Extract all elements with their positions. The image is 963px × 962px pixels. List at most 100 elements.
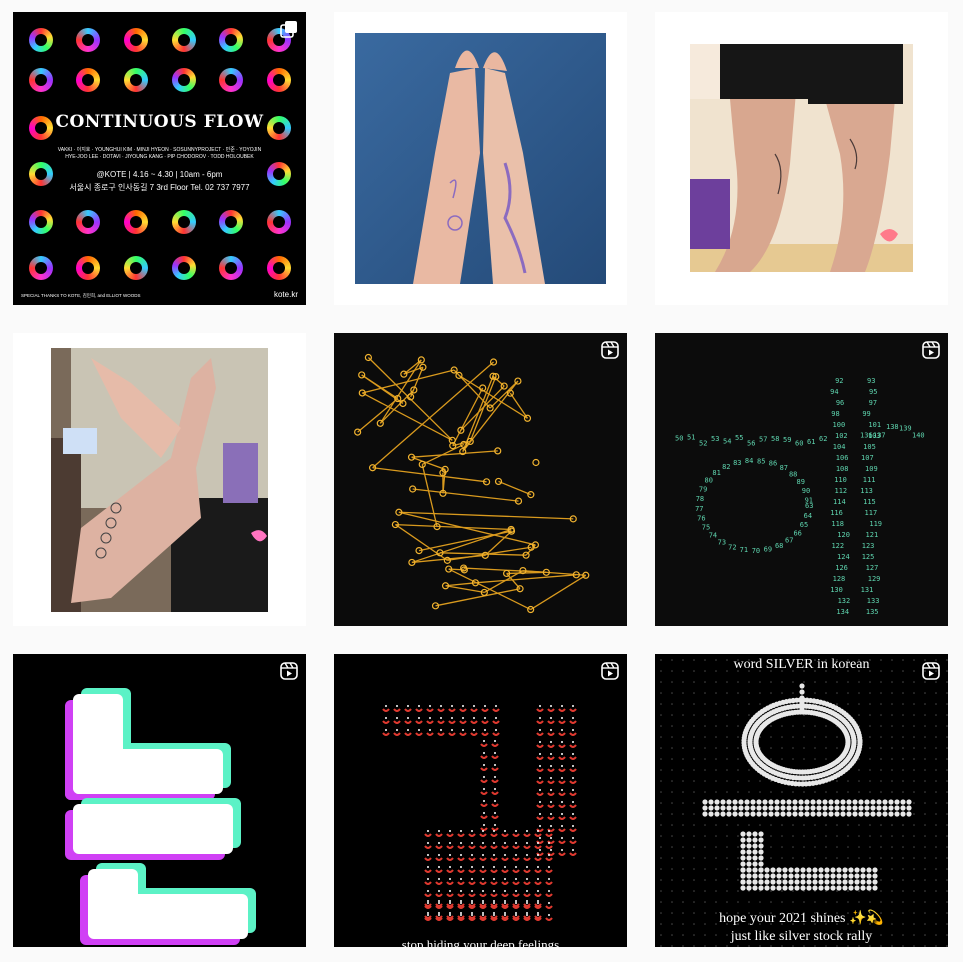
constellation-node: [408, 558, 416, 567]
red-mark: [468, 869, 476, 873]
number-glyph: 108: [836, 465, 849, 473]
silver-dot: [732, 799, 738, 805]
grid-dot: [660, 670, 662, 672]
silver-dot: [866, 867, 872, 873]
grid-dot: [704, 824, 706, 826]
grid-dot: [924, 725, 926, 727]
grid-dot: [803, 857, 805, 859]
white-dot: [483, 764, 485, 766]
grid-dot: [704, 780, 706, 782]
grid-dot: [858, 824, 860, 826]
silver-dot: [852, 805, 858, 811]
number-glyph: 117: [865, 509, 878, 517]
silver-dot: [816, 799, 822, 805]
red-mark: [490, 915, 498, 919]
silver-dot: [782, 873, 788, 879]
grid-dot: [682, 780, 684, 782]
grid-dot: [715, 736, 717, 738]
grid-dot: [704, 934, 706, 936]
post-red-dots[interactable]: stop hiding your deep feelings: [334, 654, 627, 947]
grid-dot: [814, 791, 816, 793]
grid-dot: [737, 923, 739, 925]
post-hand-tattoo[interactable]: [13, 333, 306, 626]
grid-dot: [869, 758, 871, 760]
white-dot: [451, 729, 453, 731]
grid-dot: [825, 901, 827, 903]
grid-dot: [924, 659, 926, 661]
red-mark: [382, 732, 390, 736]
post-neon-blocks[interactable]: [13, 654, 306, 947]
silver-dot: [746, 831, 752, 837]
silver-dot: [800, 879, 806, 885]
grid-dot: [913, 846, 915, 848]
grid-dot: [737, 901, 739, 903]
white-dot: [460, 854, 462, 856]
post-silver-korean[interactable]: word SILVER in korean hope your 2021 shi…: [655, 654, 948, 947]
grid-dot: [924, 714, 926, 716]
swirl-icon: [76, 210, 100, 234]
red-mark: [547, 756, 555, 760]
white-dot: [515, 914, 517, 916]
white-dot: [483, 800, 485, 802]
grid-dot: [781, 934, 783, 936]
grid-dot: [902, 725, 904, 727]
grid-dot: [748, 769, 750, 771]
grid-dot: [869, 681, 871, 683]
grid-dot: [946, 736, 948, 738]
grid-dot: [913, 692, 915, 694]
silver-dot: [758, 855, 764, 861]
silver-dot: [752, 873, 758, 879]
grid-dot: [737, 813, 739, 815]
white-dot: [572, 729, 574, 731]
grid-dot: [869, 923, 871, 925]
grid-dot: [748, 670, 750, 672]
silver-dot: [900, 799, 906, 805]
white-dot: [438, 842, 440, 844]
grid-dot: [924, 890, 926, 892]
grid-dot: [814, 725, 816, 727]
grid-dot: [748, 692, 750, 694]
grid-dot: [913, 791, 915, 793]
grid-dot: [880, 714, 882, 716]
grid-dot: [880, 736, 882, 738]
silver-dot: [882, 799, 888, 805]
post-arms-drawing[interactable]: [334, 12, 627, 305]
grid-dot: [913, 769, 915, 771]
grid-dot: [803, 802, 805, 804]
poster-title: CONTINUOUS FLOW: [55, 112, 264, 132]
grid-dot: [935, 791, 937, 793]
red-mark: [536, 840, 544, 844]
red-mark: [512, 869, 520, 873]
grid-dot: [671, 945, 673, 947]
constellation-node: [522, 551, 530, 559]
grid-dot: [836, 736, 838, 738]
post-golden-constellation[interactable]: [334, 333, 627, 626]
red-mark: [501, 893, 509, 897]
grid-dot: [748, 714, 750, 716]
grid-dot: [671, 879, 673, 881]
post-green-number-hangul[interactable]: 50 51 52 53 54 55 56 57 58 59 60 61 62 63 64 65 66 67 68 69…: [655, 333, 948, 626]
grid-dot: [803, 736, 805, 738]
silver-dot: [752, 837, 758, 843]
constellation-link: [445, 585, 485, 594]
reel-icon: [922, 662, 940, 680]
constellation-node: [532, 458, 540, 467]
white-dot: [550, 777, 552, 779]
number-glyph: 85: [757, 457, 765, 465]
post-legs-tattoo[interactable]: [655, 12, 948, 305]
silver-dot: [746, 849, 752, 855]
silver-dot: [726, 799, 732, 805]
constellation-node: [519, 567, 527, 575]
silver-dot: [782, 885, 788, 891]
silver-dot: [846, 799, 852, 805]
grid-dot: [781, 692, 783, 694]
grid-dot: [726, 714, 728, 716]
white-dot: [473, 705, 475, 707]
grid-dot: [737, 890, 739, 892]
red-mark: [479, 833, 487, 837]
silver-dot: [894, 799, 900, 805]
post-continuous-flow[interactable]: CONTINUOUS FLOW VAKKI · 이지호 · YOUNGHUI K…: [13, 12, 306, 305]
grid-dot: [715, 879, 717, 881]
white-dot: [449, 902, 451, 904]
constellation-node: [494, 477, 503, 486]
